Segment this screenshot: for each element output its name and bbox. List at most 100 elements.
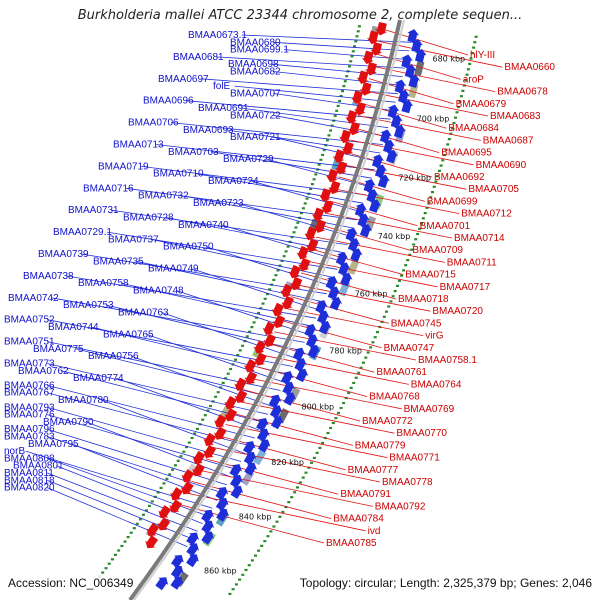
gene-label-right[interactable]: BMAA0705 bbox=[468, 184, 519, 195]
gene-label-right[interactable]: BMAA0720 bbox=[432, 306, 483, 317]
gene-label-right[interactable]: hlY-III bbox=[470, 50, 495, 61]
gene-label-left[interactable]: BMAA0748 bbox=[133, 286, 184, 297]
gene-label-right[interactable]: BMAA0711 bbox=[447, 257, 497, 268]
gene-label-right[interactable]: BMAA0715 bbox=[405, 270, 456, 281]
gene-label-left[interactable]: BMAA0790 bbox=[43, 417, 94, 428]
gene-label-right[interactable]: BMAA0764 bbox=[411, 379, 462, 390]
gene-label-left[interactable]: BMAA0762 bbox=[18, 366, 69, 377]
gene-label-left[interactable]: BMAA0682 bbox=[230, 67, 281, 78]
gene-label-left[interactable]: BMAA0681 bbox=[173, 52, 224, 63]
gene-label-right[interactable]: BMAA0745 bbox=[391, 318, 442, 329]
gene-label-left[interactable]: BMAA0767 bbox=[4, 388, 55, 399]
gene-label-left[interactable]: BMAA0740 bbox=[178, 220, 229, 231]
gene-label-left[interactable]: BMAA0731 bbox=[68, 205, 119, 216]
gene-label-right[interactable]: BMAA0678 bbox=[497, 87, 548, 98]
gene-label-right[interactable]: BMAA0701 bbox=[420, 221, 471, 232]
gene-label-left[interactable]: BMAA0739 bbox=[38, 249, 89, 260]
gene-label-left[interactable]: BMAA0780 bbox=[58, 395, 109, 406]
gene-label-right[interactable]: BMAA0791 bbox=[340, 489, 391, 500]
gene-label-left[interactable]: BMAA0723 bbox=[193, 198, 244, 209]
gene-label-right[interactable]: BMAA0714 bbox=[454, 233, 505, 244]
gene-label-right[interactable]: BMAA0709 bbox=[412, 245, 463, 256]
gene-label-right[interactable]: BMAA0687 bbox=[483, 135, 534, 146]
gene-label-left[interactable]: BMAA0719 bbox=[98, 161, 149, 172]
gene-label-right[interactable]: BMAA0717 bbox=[440, 282, 491, 293]
gene-label-right[interactable]: BMAA0778 bbox=[382, 477, 433, 488]
gene-label-left[interactable]: BMAA0820 bbox=[4, 483, 55, 494]
gene-label-left[interactable]: BMAA0732 bbox=[138, 191, 189, 202]
gene-label-left[interactable]: BMAA0738 bbox=[23, 271, 74, 282]
gene-label-left[interactable]: BMAA0673.1 bbox=[188, 30, 247, 41]
gene-label-left[interactable]: BMAA0707 bbox=[230, 88, 281, 99]
gene-label-right[interactable]: BMAA0660 bbox=[504, 62, 555, 73]
gene-label-right[interactable]: BMAA0777 bbox=[348, 465, 399, 476]
gene-label-left[interactable]: BMAA0783 bbox=[4, 432, 55, 443]
gene-label-left[interactable]: BMAA0742 bbox=[8, 293, 59, 304]
gene-label-left[interactable]: BMAA0713 bbox=[113, 140, 164, 151]
gene-label-left[interactable]: BMAA0691 bbox=[198, 103, 249, 114]
gene-label-left[interactable]: BMAA0795 bbox=[28, 439, 79, 450]
gene-label-right[interactable]: BMAA0758.1 bbox=[418, 355, 477, 366]
gene-label-left[interactable]: BMAA0818 bbox=[4, 475, 55, 486]
gene-label-right[interactable]: BMAA0692 bbox=[434, 172, 485, 183]
gene-label-right[interactable]: ivd bbox=[368, 526, 381, 537]
gene-label-right[interactable]: BMAA0712 bbox=[461, 209, 512, 220]
gene-label-left[interactable]: BMAA0724 bbox=[208, 176, 259, 187]
gene-label-right[interactable]: BMAA0785 bbox=[326, 538, 377, 549]
gene-label-left[interactable]: BMAA0750 bbox=[163, 242, 214, 253]
gene-label-left[interactable]: BMAA0774 bbox=[73, 373, 124, 384]
gene-label-left[interactable]: BMAA0728 bbox=[123, 213, 174, 224]
gene-label-left[interactable]: BMAA0793 bbox=[4, 402, 55, 413]
gene-label-left[interactable]: BMAA0699.1 bbox=[230, 45, 289, 56]
gene-label-left[interactable]: BMAA0698 bbox=[228, 59, 279, 70]
gene-label-left[interactable]: BMAA0696 bbox=[143, 96, 194, 107]
gene-label-left[interactable]: BMAA0776 bbox=[4, 410, 55, 421]
gene-label-left[interactable]: BMAA0697 bbox=[158, 74, 209, 85]
gene-label-left[interactable]: norB bbox=[4, 446, 25, 457]
gene-label-right[interactable]: BMAA0769 bbox=[404, 404, 455, 415]
gene-label-right[interactable]: BMAA0771 bbox=[389, 453, 440, 464]
gene-label-right[interactable]: BMAA0679 bbox=[456, 99, 507, 110]
gene-label-right[interactable]: BMAA0772 bbox=[362, 416, 413, 427]
gene-label-left[interactable]: BMAA0766 bbox=[4, 380, 55, 391]
gene-label-left[interactable]: BMAA0749 bbox=[148, 264, 199, 275]
gene-label-left[interactable]: BMAA0796 bbox=[4, 424, 55, 435]
gene-label-left[interactable]: BMAA0680 bbox=[230, 37, 281, 48]
gene-label-right[interactable]: aroP bbox=[463, 74, 484, 85]
gene-label-left[interactable]: BMAA0775 bbox=[33, 344, 84, 355]
gene-label-right[interactable]: BMAA0761 bbox=[376, 367, 427, 378]
gene-label-left[interactable]: BMAA0722 bbox=[230, 110, 281, 121]
gene-label-left[interactable]: BMAA0752 bbox=[4, 315, 55, 326]
gene-label-left[interactable]: BMAA0693 bbox=[183, 125, 234, 136]
gene-label-left[interactable]: BMAA0756 bbox=[88, 351, 139, 362]
gene-label-left[interactable]: BMAA0763 bbox=[118, 307, 169, 318]
gene-label-left[interactable]: BMAA0765 bbox=[103, 329, 154, 340]
gene-label-right[interactable]: BMAA0747 bbox=[384, 343, 435, 354]
gene-label-left[interactable]: BMAA0716 bbox=[83, 183, 134, 194]
gene-label-left[interactable]: BMAA0729.1 bbox=[53, 227, 112, 238]
gene-label-left[interactable]: BMAA0808 bbox=[4, 453, 55, 464]
gene-label-left[interactable]: BMAA0811 bbox=[4, 468, 54, 479]
gene-label-left[interactable]: BMAA0744 bbox=[48, 322, 99, 333]
gene-label-left[interactable]: BMAA0735 bbox=[93, 256, 144, 267]
gene-label-left[interactable]: BMAA0753 bbox=[63, 300, 114, 311]
gene-label-left[interactable]: BMAA0710 bbox=[153, 169, 204, 180]
gene-label-left[interactable]: BMAA0751 bbox=[4, 337, 55, 348]
gene-label-right[interactable]: BMAA0770 bbox=[396, 428, 447, 439]
gene-label-left[interactable]: BMAA0706 bbox=[128, 118, 179, 129]
gene-label-right[interactable]: BMAA0768 bbox=[369, 392, 420, 403]
gene-label-left[interactable]: BMAA0773 bbox=[4, 359, 55, 370]
gene-label-right[interactable]: BMAA0683 bbox=[490, 111, 541, 122]
gene-label-right[interactable]: BMAA0784 bbox=[333, 514, 384, 525]
gene-label-left[interactable]: BMAA0801 bbox=[13, 461, 64, 472]
gene-label-right[interactable]: BMAA0684 bbox=[448, 123, 499, 134]
gene-label-left[interactable]: BMAA0703 bbox=[168, 147, 219, 158]
gene-label-left[interactable]: BMAA0729 bbox=[223, 154, 274, 165]
gene-label-right[interactable]: BMAA0699 bbox=[427, 196, 478, 207]
gene-label-left[interactable]: BMAA0737 bbox=[108, 234, 159, 245]
gene-label-right[interactable]: BMAA0718 bbox=[398, 294, 449, 305]
gene-label-right[interactable]: BMAA0695 bbox=[441, 148, 492, 159]
gene-label-left[interactable]: BMAA0758 bbox=[78, 278, 129, 289]
gene-label-right[interactable]: BMAA0779 bbox=[355, 440, 406, 451]
gene-label-right[interactable]: virG bbox=[425, 331, 444, 342]
